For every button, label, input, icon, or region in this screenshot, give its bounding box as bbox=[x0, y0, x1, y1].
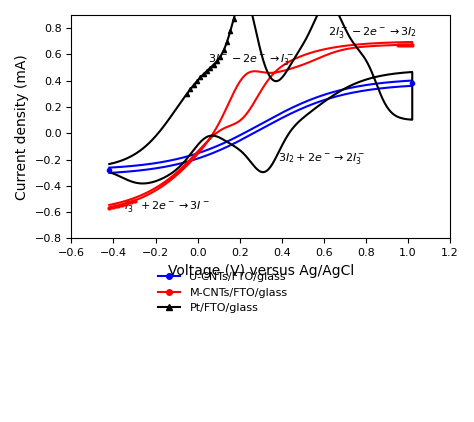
Text: $3I^- - 2e^- \rightarrow I_3^-$: $3I^- - 2e^- \rightarrow I_3^-$ bbox=[208, 52, 294, 67]
Text: $I_3^- + 2e^- \rightarrow 3I^-$: $I_3^- + 2e^- \rightarrow 3I^-$ bbox=[124, 199, 210, 214]
X-axis label: Voltage (V) versus Ag/AgCl: Voltage (V) versus Ag/AgCl bbox=[168, 264, 354, 278]
Text: $2I_3^- - 2e^- \rightarrow 3I_2$: $2I_3^- - 2e^- \rightarrow 3I_2$ bbox=[328, 24, 417, 40]
Text: $3I_2 + 2e^- \rightarrow 2I_3^-$: $3I_2 + 2e^- \rightarrow 2I_3^-$ bbox=[278, 151, 365, 166]
Legend: U-CNTs/FTO/glass, M-CNTs/FTO/glass, Pt/FTO/glass: U-CNTs/FTO/glass, M-CNTs/FTO/glass, Pt/F… bbox=[154, 268, 292, 318]
Y-axis label: Current density (mA): Current density (mA) bbox=[15, 54, 29, 200]
